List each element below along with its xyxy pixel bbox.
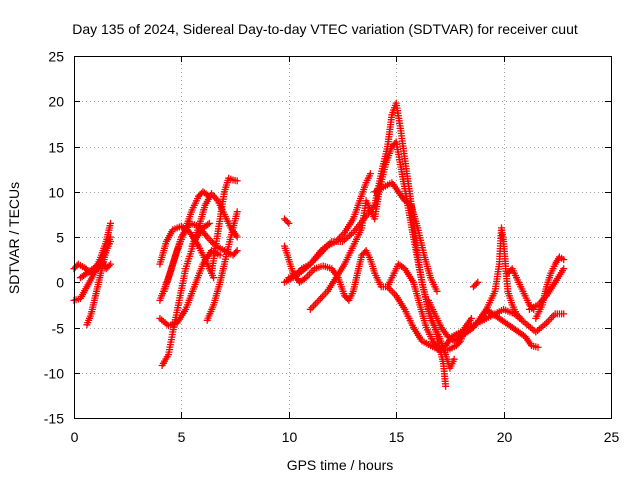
y-tick-label: 5 bbox=[56, 230, 64, 246]
series-arc-22 bbox=[478, 224, 525, 322]
series-arc-18 bbox=[371, 179, 441, 295]
data-markers bbox=[70, 99, 568, 390]
x-tick-label: 0 bbox=[71, 429, 79, 445]
x-tick-labels: 0 5 10 15 20 25 bbox=[71, 429, 620, 445]
series-arc-6 bbox=[156, 222, 218, 282]
series-arc-19 bbox=[384, 283, 475, 354]
data-point-markers bbox=[504, 265, 538, 313]
series-arc-7 bbox=[156, 247, 224, 330]
data-point-markers bbox=[76, 238, 114, 282]
y-tick-label: -15 bbox=[44, 411, 64, 427]
x-tick-label: 5 bbox=[178, 429, 186, 445]
x-tick-label: 20 bbox=[497, 429, 513, 445]
data-point-markers bbox=[470, 278, 482, 291]
chart-title: Day 135 of 2024, Sidereal Day-to-day VTE… bbox=[72, 21, 578, 37]
y-tick-labels: -15 -10 -5 0 5 10 15 20 25 bbox=[44, 49, 64, 427]
data-point-markers bbox=[478, 224, 525, 322]
series-arc-12 bbox=[208, 174, 241, 277]
series-arc-21 bbox=[470, 278, 482, 291]
series-arc-4 bbox=[76, 238, 114, 282]
y-axis-title: SDTVAR / TECUs bbox=[6, 182, 22, 294]
data-point-markers bbox=[156, 247, 224, 330]
y-tick-label: 10 bbox=[48, 185, 64, 201]
y-tick-label: 0 bbox=[56, 275, 64, 291]
y-tick-label: 15 bbox=[48, 140, 64, 156]
y-tick-label: 20 bbox=[48, 94, 64, 110]
data-point-markers bbox=[384, 283, 475, 354]
data-point-markers bbox=[306, 138, 458, 372]
x-tick-label: 10 bbox=[282, 429, 298, 445]
series-arc-23 bbox=[504, 265, 538, 313]
data-point-markers bbox=[281, 215, 293, 227]
axis-ticks bbox=[74, 56, 612, 419]
series-arc-13 bbox=[281, 215, 293, 227]
x-axis-title: GPS time / hours bbox=[287, 457, 394, 473]
y-tick-label: -10 bbox=[44, 366, 64, 382]
data-point-markers bbox=[208, 174, 241, 277]
series-arc-25 bbox=[525, 265, 568, 313]
data-point-markers bbox=[70, 219, 114, 304]
series-arc-2 bbox=[70, 219, 114, 304]
series-arc-11 bbox=[203, 208, 241, 324]
data-point-markers bbox=[371, 179, 441, 295]
data-point-markers bbox=[156, 222, 218, 282]
x-tick-label: 25 bbox=[604, 429, 620, 445]
series-arc-17 bbox=[306, 138, 458, 372]
y-tick-label: -5 bbox=[52, 321, 65, 337]
data-point-markers bbox=[525, 265, 568, 313]
data-point-markers bbox=[203, 208, 241, 324]
x-tick-label: 15 bbox=[389, 429, 405, 445]
y-tick-label: 25 bbox=[48, 49, 64, 65]
